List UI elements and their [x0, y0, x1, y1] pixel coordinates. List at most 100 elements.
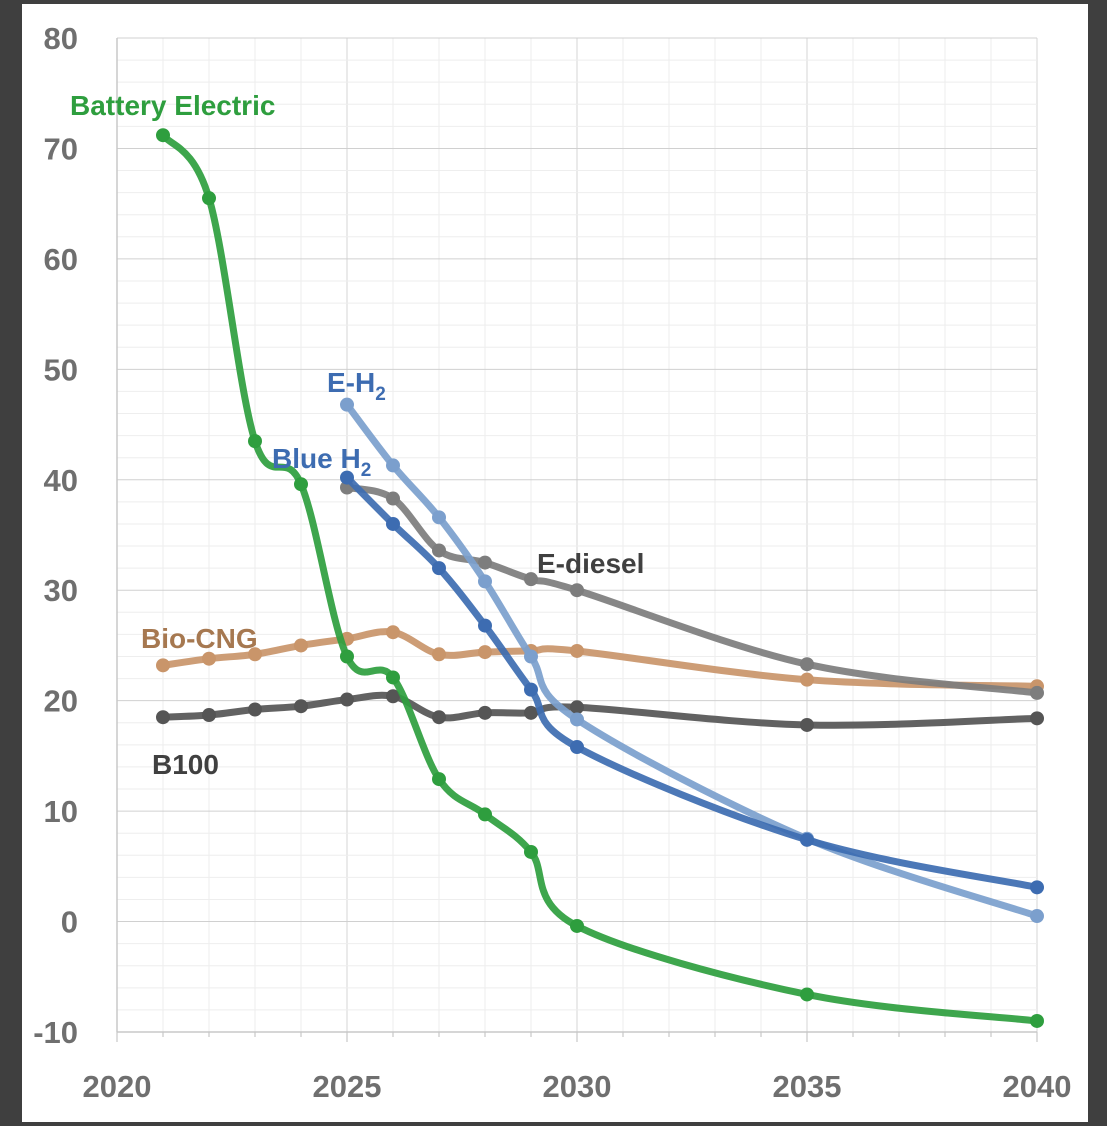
series-b100 — [156, 689, 1044, 732]
x-tick-label: 2030 — [543, 1069, 612, 1104]
data-point-b100 — [340, 692, 354, 707]
data-point-b100 — [478, 705, 492, 720]
series-line-b100 — [159, 691, 1041, 729]
data-point-bio-cng — [386, 625, 400, 640]
data-point-battery-electric — [386, 670, 400, 685]
data-point-blue-h2 — [432, 561, 446, 576]
data-point-e-diesel — [432, 543, 446, 558]
data-point-e-h2 — [340, 397, 354, 412]
data-point-e-diesel — [1030, 685, 1044, 700]
x-tick-label: 2020 — [83, 1069, 152, 1104]
data-point-battery-electric — [202, 191, 216, 206]
series-lines — [156, 128, 1044, 1028]
series-label-text: E-H — [327, 367, 375, 398]
series-e-h2 — [340, 397, 1044, 924]
series-line-battery-electric — [159, 131, 1041, 1025]
data-point-bio-cng — [202, 651, 216, 666]
series-e-diesel — [340, 480, 1044, 700]
y-tick-label: 60 — [44, 242, 78, 277]
data-point-bio-cng — [570, 643, 584, 658]
data-point-e-h2 — [524, 649, 538, 664]
x-tick-label: 2040 — [1003, 1069, 1072, 1104]
data-point-e-h2 — [432, 510, 446, 525]
data-point-b100 — [570, 700, 584, 715]
series-label-subscript: 2 — [375, 384, 386, 405]
data-point-bio-cng — [478, 645, 492, 660]
data-point-e-h2 — [478, 574, 492, 589]
data-point-e-h2 — [386, 458, 400, 473]
data-point-blue-h2 — [524, 682, 538, 697]
series-label-text: Blue H — [272, 443, 361, 474]
data-point-bio-cng — [156, 658, 170, 673]
data-point-battery-electric — [478, 807, 492, 822]
series-label-text: E-diesel — [537, 548, 644, 579]
y-tick-label: 40 — [44, 463, 78, 498]
y-tick-label: 10 — [44, 794, 78, 829]
data-point-b100 — [248, 702, 262, 717]
data-point-blue-h2 — [1030, 880, 1044, 895]
x-tick-label: 2035 — [773, 1069, 842, 1104]
data-point-e-h2 — [570, 712, 584, 727]
series-label-e-h2: E-H2 — [327, 367, 386, 405]
series-label-subscript: 2 — [361, 460, 372, 481]
data-point-battery-electric — [294, 477, 308, 492]
series-blue-h2 — [340, 470, 1044, 895]
series-label-text: Bio-CNG — [141, 623, 258, 654]
data-point-b100 — [386, 689, 400, 704]
data-point-bio-cng — [800, 672, 814, 687]
series-line-e-diesel — [343, 484, 1041, 697]
data-point-bio-cng — [432, 647, 446, 662]
data-point-blue-h2 — [386, 516, 400, 531]
data-point-bio-cng — [294, 638, 308, 653]
series-bio-cng — [156, 625, 1044, 694]
gridlines — [116, 37, 1038, 1033]
series-label-text: B100 — [152, 749, 219, 780]
data-point-b100 — [202, 708, 216, 723]
data-point-b100 — [800, 717, 814, 732]
data-point-battery-electric — [1030, 1013, 1044, 1028]
data-point-b100 — [294, 699, 308, 714]
series-line-blue-h2 — [343, 474, 1041, 891]
y-tick-label: 0 — [61, 905, 78, 940]
data-point-e-diesel — [800, 657, 814, 672]
chart-frame — [22, 4, 1088, 1122]
data-point-blue-h2 — [800, 832, 814, 847]
y-tick-label: 70 — [44, 131, 78, 166]
series-line-e-h2 — [343, 401, 1041, 920]
data-point-battery-electric — [340, 649, 354, 664]
data-point-blue-h2 — [340, 470, 354, 485]
series-label-battery-electric: Battery Electric — [70, 90, 275, 121]
data-point-b100 — [432, 710, 446, 725]
data-point-battery-electric — [800, 987, 814, 1002]
data-point-b100 — [156, 710, 170, 725]
data-point-bio-cng — [248, 647, 262, 662]
data-point-e-h2 — [1030, 909, 1044, 924]
data-point-b100 — [1030, 711, 1044, 726]
data-point-b100 — [524, 705, 538, 720]
y-tick-label: 20 — [44, 684, 78, 719]
data-point-e-diesel — [386, 491, 400, 506]
y-tick-label: 50 — [44, 352, 78, 387]
y-tick-label: -10 — [33, 1015, 78, 1050]
data-point-e-diesel — [570, 583, 584, 598]
series-label-e-diesel: E-diesel — [537, 548, 644, 579]
data-point-battery-electric — [524, 844, 538, 859]
series-battery-electric — [156, 128, 1044, 1028]
data-point-e-diesel — [524, 572, 538, 587]
data-point-battery-electric — [570, 918, 584, 933]
x-tick-label: 2025 — [313, 1069, 382, 1104]
series-label-b100: B100 — [152, 749, 219, 780]
data-point-battery-electric — [248, 434, 262, 449]
data-point-battery-electric — [432, 772, 446, 787]
y-tick-label: 30 — [44, 573, 78, 608]
series-label-text: Battery Electric — [70, 90, 275, 121]
data-point-blue-h2 — [570, 740, 584, 755]
data-point-battery-electric — [156, 128, 170, 143]
series-label-bio-cng: Bio-CNG — [141, 623, 258, 654]
series-label-blue-h2: Blue H2 — [272, 443, 371, 481]
data-point-blue-h2 — [478, 618, 492, 633]
data-point-e-diesel — [478, 555, 492, 570]
